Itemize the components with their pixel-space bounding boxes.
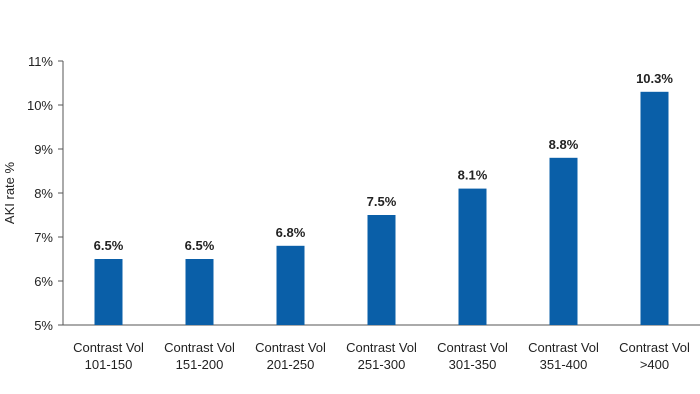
x-tick-label: Contrast Vol 201-250 [255,340,326,372]
y-tick-label: 7% [34,230,53,245]
x-tick-label: Contrast Vol 101-150 [73,340,144,372]
bar [276,245,305,325]
bar [549,157,578,325]
y-tick-label: 11% [28,54,53,69]
value-label: 7.5% [367,194,397,209]
x-tick-label: Contrast Vol >400 [619,340,690,372]
x-tick-label: Contrast Vol 301-350 [437,340,508,372]
y-tick-label: 5% [34,318,53,333]
x-tick-label: Contrast Vol 151-200 [164,340,235,372]
x-tick-label: Contrast Vol 351-400 [528,340,599,372]
bar [185,259,214,325]
bar [640,91,669,325]
bar [367,215,396,325]
y-tick-label: 10% [27,98,53,113]
value-label: 6.5% [185,238,215,253]
x-tick-label: Contrast Vol 251-300 [346,340,417,372]
value-label: 6.8% [276,225,306,240]
value-label: 6.5% [94,238,124,253]
y-tick-label: 9% [34,142,53,157]
bar [94,259,123,325]
y-axis-label: AKI rate % [2,161,17,224]
value-label: 8.1% [458,168,488,183]
value-label: 8.8% [549,137,579,152]
y-tick-label: 8% [34,186,53,201]
bar [458,188,487,325]
y-tick-label: 6% [34,274,53,289]
value-label: 10.3% [636,71,673,86]
